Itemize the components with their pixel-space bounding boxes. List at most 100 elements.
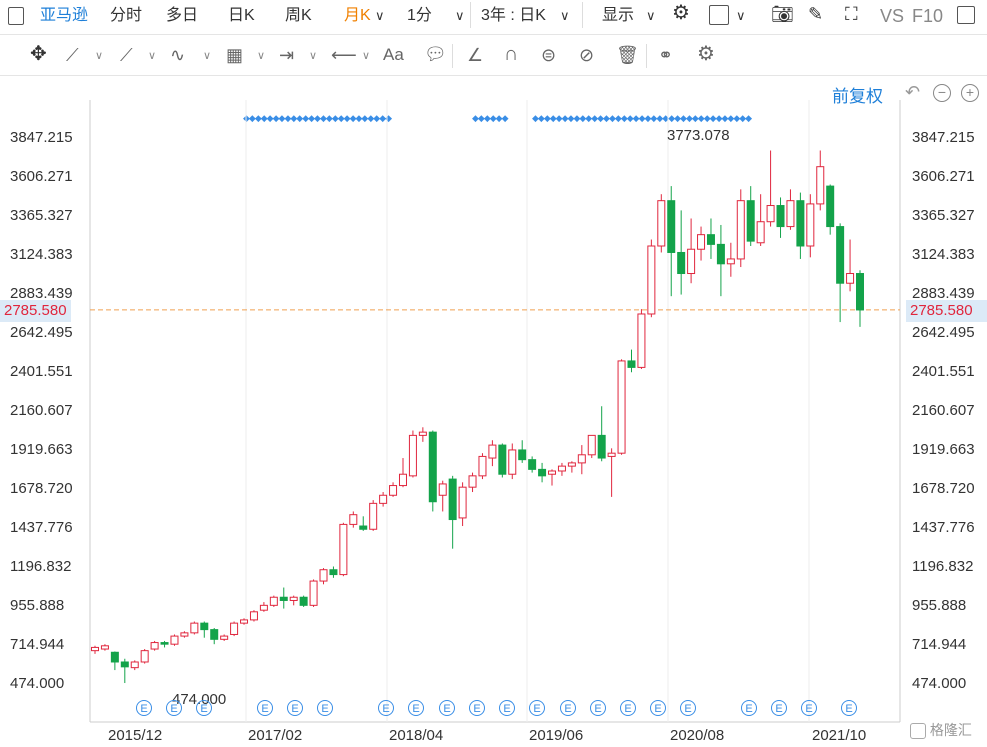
earnings-event-badge[interactable]: E — [499, 700, 515, 716]
earnings-event-badge[interactable]: E — [560, 700, 576, 716]
stock-name[interactable]: 亚马逊 — [40, 7, 89, 24]
earnings-event-badge[interactable]: E — [469, 700, 485, 716]
earnings-event-badge[interactable]: E — [257, 700, 273, 716]
move-cross-icon[interactable]: ✥ — [30, 43, 47, 65]
candle-body — [309, 580, 318, 606]
candle-body — [180, 632, 189, 637]
candle-body — [816, 166, 825, 205]
chevron-down-icon[interactable]: ∨ — [646, 8, 656, 23]
tab-weekly-k[interactable]: 周K — [285, 7, 312, 24]
chevron-down-icon[interactable]: ∨ — [560, 8, 570, 23]
adjust-mode-button[interactable]: 前复权 — [832, 87, 883, 106]
arrow-tool-icon[interactable]: ⟵ — [331, 45, 357, 65]
settings-gear-icon[interactable]: ⚙ — [672, 2, 690, 24]
candle-body — [190, 622, 199, 634]
undo-icon[interactable]: ↶ — [905, 82, 921, 102]
y-tick-label: 474.000 — [10, 675, 65, 692]
y-tick-label: 1678.720 — [912, 480, 975, 497]
earnings-event-badge[interactable]: E — [408, 700, 424, 716]
zoom-out-icon[interactable]: − — [933, 84, 951, 102]
color-box-icon[interactable] — [709, 5, 729, 25]
candle-body — [687, 248, 696, 275]
candle-body — [488, 444, 497, 459]
earnings-event-badge[interactable]: E — [136, 700, 152, 716]
y-tick-label: 2883.439 — [10, 285, 73, 302]
trash-icon[interactable]: 🗑︎ — [616, 45, 639, 65]
chevron-down-icon[interactable]: ∨ — [736, 8, 746, 23]
candle-body — [210, 629, 219, 640]
candle-body — [716, 243, 725, 265]
earnings-event-badge[interactable]: E — [529, 700, 545, 716]
candle-body — [677, 251, 686, 275]
text-tool-icon[interactable]: Aa — [383, 45, 404, 64]
fullscreen-icon[interactable]: ⛶ — [845, 4, 858, 24]
candle-body — [548, 470, 557, 475]
angle-tool-icon[interactable]: ∠ — [467, 45, 484, 65]
watermark-logo: 格隆汇 — [910, 720, 972, 740]
tab-monthly-k[interactable]: 月K — [344, 7, 371, 24]
tab-intraday[interactable]: 分时 — [110, 7, 143, 24]
earnings-event-badge[interactable]: E — [620, 700, 636, 716]
display-menu[interactable]: 显示 — [602, 7, 635, 24]
measure-tool-icon[interactable]: ⇥ — [279, 45, 295, 65]
grid-tool-icon[interactable]: ▦ — [226, 45, 244, 65]
settings-gear-icon[interactable]: ⚙ — [697, 43, 715, 65]
y-tick-label: 3124.383 — [10, 246, 73, 263]
polyline-tool-icon[interactable]: ⟋ — [120, 45, 133, 65]
pencil-icon[interactable]: ✎ — [808, 4, 824, 24]
candle-body — [766, 205, 775, 223]
candle-body — [697, 234, 706, 250]
lock-icon[interactable]: ⊜ — [541, 45, 557, 65]
earnings-event-badge[interactable]: E — [439, 700, 455, 716]
earnings-event-badge[interactable]: E — [166, 700, 182, 716]
earnings-event-badge[interactable]: E — [741, 700, 757, 716]
earnings-event-badge[interactable]: E — [196, 700, 212, 716]
f10-button[interactable]: F10 — [912, 6, 944, 26]
camera-icon[interactable]: 📷︎ — [771, 4, 794, 24]
candle-body — [538, 468, 547, 477]
line-tool-icon[interactable]: ⟋ — [66, 45, 79, 65]
candle-body — [617, 360, 626, 454]
comment-icon[interactable]: 💬︎ — [424, 44, 447, 64]
candle-body — [587, 434, 596, 456]
earnings-event-badge[interactable]: E — [680, 700, 696, 716]
candle-body — [240, 619, 249, 624]
y-tick-label: 474.000 — [912, 675, 967, 692]
earnings-event-badge[interactable]: E — [801, 700, 817, 716]
earnings-event-badge[interactable]: E — [771, 700, 787, 716]
tab-minute[interactable]: 1分 — [407, 7, 432, 24]
chevron-down-icon[interactable]: ∨ — [309, 50, 318, 62]
chevron-down-icon[interactable]: ∨ — [148, 50, 157, 62]
earnings-event-badge[interactable]: E — [378, 700, 394, 716]
chevron-down-icon[interactable]: ∨ — [375, 8, 385, 23]
zoom-in-icon[interactable]: + — [961, 84, 979, 102]
chevron-down-icon[interactable]: ∨ — [455, 8, 465, 23]
earnings-event-badge[interactable]: E — [317, 700, 333, 716]
chevron-down-icon[interactable]: ∨ — [203, 50, 212, 62]
y-tick-label: 3365.327 — [10, 207, 73, 224]
earnings-event-badge[interactable]: E — [841, 700, 857, 716]
link-icon[interactable]: ⚭ — [658, 45, 674, 65]
sidebar-toggle-icon[interactable] — [957, 6, 975, 24]
hide-icon[interactable]: ⊘ — [579, 45, 595, 65]
y-tick-label: 3365.327 — [912, 207, 975, 224]
tab-daily-k[interactable]: 日K — [228, 7, 255, 24]
tab-multi-day[interactable]: 多日 — [166, 7, 199, 24]
wave-tool-icon[interactable]: ∿ — [170, 45, 186, 65]
divider — [582, 2, 583, 28]
earnings-event-badge[interactable]: E — [287, 700, 303, 716]
candle-body — [647, 245, 656, 315]
range-select[interactable]: 3年 : 日K — [481, 7, 546, 24]
earnings-event-badge[interactable]: E — [590, 700, 606, 716]
vs-compare-button[interactable]: VS — [880, 6, 905, 26]
chevron-down-icon[interactable]: ∨ — [362, 50, 371, 62]
earnings-event-badge[interactable]: E — [650, 700, 666, 716]
y-tick-label: 1678.720 — [10, 480, 73, 497]
panel-toggle-icon[interactable] — [8, 7, 24, 25]
event-markers: ◆◆◆◆◆◆ — [472, 113, 509, 123]
chevron-down-icon[interactable]: ∨ — [257, 50, 266, 62]
candle-body — [706, 234, 715, 245]
magnet-icon[interactable]: ∩ — [504, 43, 519, 65]
chevron-down-icon[interactable]: ∨ — [95, 50, 104, 62]
